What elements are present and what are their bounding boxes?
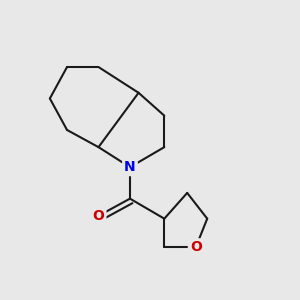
Text: O: O: [93, 209, 104, 223]
Text: O: O: [190, 240, 202, 254]
Text: N: N: [124, 160, 136, 174]
